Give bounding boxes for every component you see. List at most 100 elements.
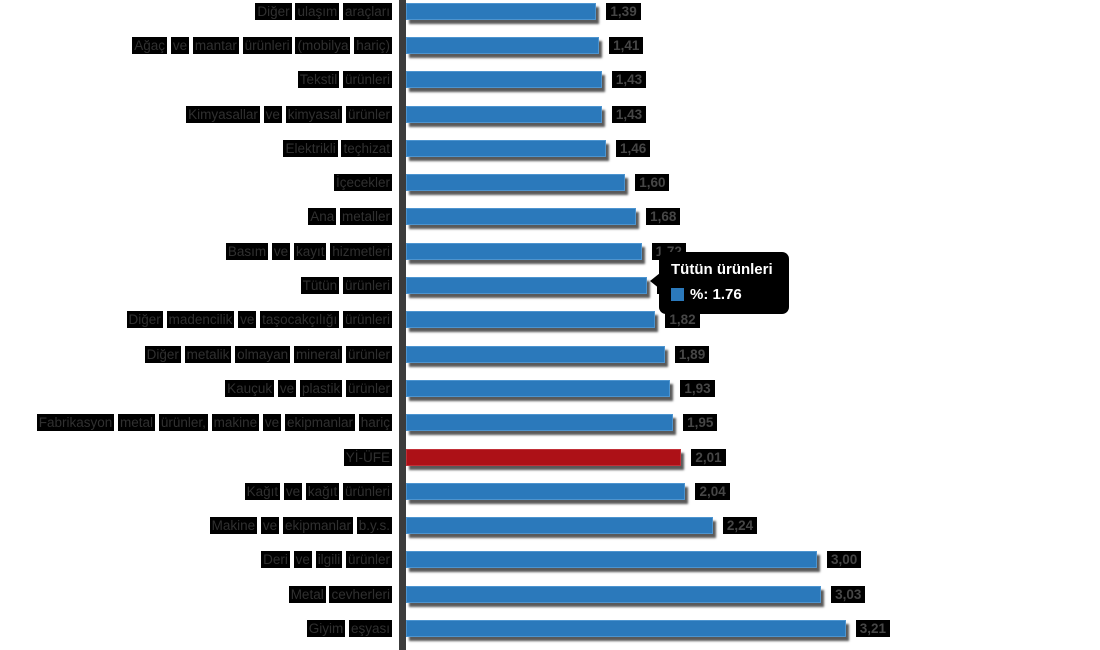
- bar[interactable]: [406, 482, 686, 500]
- category-label-word: Diğer: [255, 2, 292, 20]
- chart-row: Ağaç ve mantar ürünleri (mobilya hariç) 1…: [0, 28, 1100, 62]
- category-label: Diğer ulaşım araçları: [0, 2, 392, 20]
- category-label: Elektrikli teçhizat: [0, 139, 392, 157]
- chart-row: Kauçuk ve plastik ürünler 1,93: [0, 371, 1100, 405]
- category-label-word: cevherleri: [329, 585, 392, 603]
- category-label-word: ürünleri: [342, 311, 392, 329]
- category-label-word: ve: [170, 36, 190, 54]
- tooltip-arrow-icon: [650, 273, 660, 289]
- bar[interactable]: [406, 345, 665, 363]
- category-label-word: Basım: [225, 242, 269, 260]
- category-label-word: metalik: [184, 345, 232, 363]
- category-label: Kauçuk ve plastik ürünler: [0, 379, 392, 397]
- bar[interactable]: [406, 208, 637, 226]
- bar[interactable]: [406, 242, 642, 260]
- value-label: 1,68: [646, 208, 681, 226]
- category-label-word: Fabrikasyon: [36, 414, 115, 432]
- category-label: İçecekler: [0, 174, 392, 192]
- category-label: Ağaç ve mantar ürünleri (mobilya hariç): [0, 36, 392, 54]
- category-label-word: Deri: [261, 551, 290, 569]
- bar[interactable]: [406, 139, 607, 157]
- chart-row: Makine ve ekipmanlar b.y.s. 2,24: [0, 508, 1100, 542]
- value-label: 1,60: [635, 174, 670, 192]
- value-label: 2,01: [691, 448, 726, 466]
- bar[interactable]: [406, 36, 600, 54]
- chart-row: Diğer madencilik ve taşocakçılığı ürünle…: [0, 303, 1100, 337]
- chart-row: Metal cevherleri 3,03: [0, 577, 1100, 611]
- category-label: Ana metaller: [0, 208, 392, 226]
- bar[interactable]: [406, 71, 602, 89]
- value-label: 1,46: [616, 139, 651, 157]
- bar[interactable]: [406, 585, 822, 603]
- category-label-word: ve: [238, 311, 257, 329]
- value-label: 2,04: [695, 482, 730, 500]
- category-label-word: ürünleri: [242, 36, 292, 54]
- category-label-word: hariç): [354, 36, 392, 54]
- chart-row: Kimyasallar ve kimyasal ürünler 1,43: [0, 97, 1100, 131]
- category-label-word: Metal: [288, 585, 326, 603]
- value-label: 1,93: [680, 379, 715, 397]
- bar[interactable]: [406, 105, 602, 123]
- category-label-word: mantar: [192, 36, 239, 54]
- category-label-word: Elektrikli: [283, 139, 338, 157]
- category-label-word: metal: [118, 414, 156, 432]
- bar[interactable]: [406, 619, 846, 637]
- category-label: Deri ve ilgili ürünler: [0, 551, 392, 569]
- category-label: Tütün ürünleri: [0, 277, 392, 295]
- category-label-word: metaller: [339, 208, 392, 226]
- chart-row: Giyim eşyası 3,21: [0, 611, 1100, 645]
- category-label-word: hariç: [358, 414, 392, 432]
- chart-row: Basım ve kayıt hizmetleri1,72: [0, 234, 1100, 268]
- category-label-word: ürünleri: [342, 277, 392, 295]
- category-label-word: kağıt: [305, 482, 340, 500]
- bar[interactable]: [406, 311, 656, 329]
- value-label: 1,82: [665, 311, 700, 329]
- tooltip-title: Tütün ürünleri: [671, 261, 773, 278]
- category-label-word: mineral: [293, 345, 343, 363]
- value-label: 1,39: [606, 2, 641, 20]
- bar[interactable]: [406, 517, 713, 535]
- chart-row: Elektrikli teçhizat 1,46: [0, 131, 1100, 165]
- chart-row: Fabrikasyon metal ürünler, makine ve eki…: [0, 406, 1100, 440]
- category-label-word: Tekstil: [297, 71, 340, 89]
- category-label-word: teçhizat: [341, 139, 392, 157]
- category-label: Yİ-ÜFE: [0, 448, 392, 466]
- category-label-word: Kimyasallar: [186, 105, 260, 123]
- category-label-word: ürünler,: [158, 414, 208, 432]
- value-label: 3,03: [831, 585, 866, 603]
- chart-row: Diğer metalik olmayan mineral ürünler 1,8…: [0, 337, 1100, 371]
- chart-row: Yİ-ÜFE 2,01: [0, 440, 1100, 474]
- category-label-word: Diğer: [144, 345, 181, 363]
- bar[interactable]: [406, 414, 674, 432]
- category-label-word: hizmetleri: [330, 242, 392, 260]
- category-label: Basım ve kayıt hizmetleri: [0, 242, 392, 260]
- category-label-word: kayıt: [293, 242, 327, 260]
- category-label-word: ekipmanlar: [284, 414, 355, 432]
- bar[interactable]: [406, 551, 817, 569]
- category-label: Fabrikasyon metal ürünler, makine ve eki…: [0, 414, 392, 432]
- category-label-word: ürünler: [345, 345, 392, 363]
- value-label: 3,21: [855, 619, 891, 637]
- category-label-word: (mobilya: [295, 36, 351, 54]
- category-label-word: Giyim: [306, 619, 346, 637]
- chart-row: İçecekler 1,60: [0, 165, 1100, 199]
- category-label: Diğer metalik olmayan mineral ürünler: [0, 345, 392, 363]
- category-label-word: ilgili: [315, 551, 343, 569]
- category-label-word: araçları: [342, 2, 392, 20]
- tooltip-value: %: 1.76: [690, 286, 742, 303]
- bar-highlight[interactable]: [406, 448, 682, 466]
- category-label-word: ürünleri: [342, 482, 392, 500]
- category-label-word: Ağaç: [132, 36, 168, 54]
- bar[interactable]: [406, 277, 648, 295]
- bar[interactable]: [406, 174, 626, 192]
- value-label: 1,41: [609, 36, 644, 54]
- category-label-word: b.y.s.: [356, 517, 392, 535]
- bar[interactable]: [406, 379, 671, 397]
- category-label-word: eşyası: [348, 619, 392, 637]
- chart-row: Ana metaller 1,68: [0, 200, 1100, 234]
- category-label-word: ürünler: [345, 105, 392, 123]
- value-label: 3,00: [827, 551, 862, 569]
- category-label-word: ve: [260, 517, 280, 535]
- bar[interactable]: [406, 2, 597, 20]
